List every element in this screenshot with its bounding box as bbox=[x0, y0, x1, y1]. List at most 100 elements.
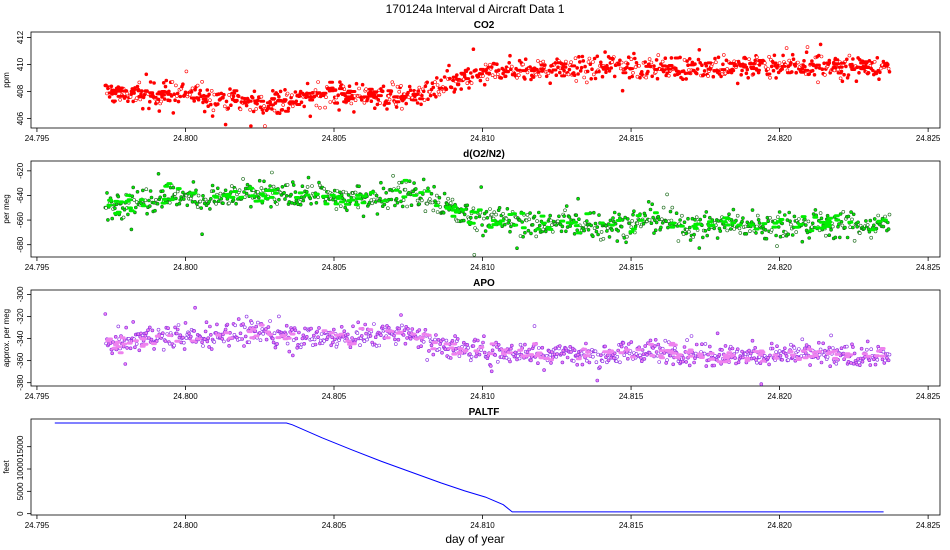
co2-data-point bbox=[294, 99, 299, 104]
o2n2-data-cluster bbox=[401, 195, 408, 199]
co2-data-point bbox=[181, 82, 185, 86]
co2-data-point bbox=[260, 108, 265, 112]
o2n2-data-point bbox=[684, 231, 689, 236]
co2-data-point bbox=[293, 90, 298, 94]
apo-data-cluster bbox=[487, 352, 494, 356]
apo-y-tick-label: -360 bbox=[16, 352, 25, 369]
o2n2-data-cluster bbox=[876, 219, 883, 223]
o2n2-data-cluster bbox=[368, 191, 375, 194]
paltf-x-tick-label: 24.815 bbox=[619, 521, 644, 530]
o2n2-data-point bbox=[195, 202, 199, 206]
o2n2-data-point bbox=[885, 220, 890, 225]
o2n2-data-point bbox=[654, 220, 659, 225]
o2n2-data-point bbox=[850, 217, 854, 222]
apo-data-point bbox=[800, 337, 805, 342]
co2-data-cluster bbox=[780, 64, 787, 68]
o2n2-data-point bbox=[156, 172, 161, 176]
o2n2-data-cluster bbox=[118, 200, 125, 204]
apo-data-cluster bbox=[726, 351, 733, 355]
co2-data-cluster bbox=[799, 70, 806, 74]
apo-data-point bbox=[266, 325, 271, 329]
apo-data-point bbox=[720, 348, 724, 352]
o2n2-data-point bbox=[216, 199, 221, 203]
paltf-plot-frame bbox=[30, 418, 941, 516]
co2-data-cluster bbox=[148, 91, 155, 95]
o2n2-data-point bbox=[409, 203, 414, 207]
o2n2-y-tick-label: -680 bbox=[16, 236, 25, 253]
co2-data-point bbox=[427, 90, 432, 94]
co2-data-point bbox=[334, 95, 339, 100]
o2n2-data-cluster bbox=[511, 212, 517, 216]
apo-data-point bbox=[362, 339, 367, 344]
apo-data-point bbox=[176, 323, 181, 327]
o2n2-data-point bbox=[374, 193, 379, 198]
o2n2-data-cluster bbox=[264, 189, 271, 192]
apo-data-point bbox=[851, 345, 855, 349]
co2-data-point bbox=[516, 73, 521, 77]
o2n2-data-cluster bbox=[212, 194, 218, 198]
apo-data-point bbox=[133, 345, 137, 350]
o2n2-x-tick-label: 24.820 bbox=[767, 263, 792, 272]
apo-data-cluster bbox=[812, 354, 819, 357]
o2n2-data-point bbox=[437, 195, 442, 200]
o2n2-data-point bbox=[589, 223, 594, 228]
o2n2-data-point bbox=[245, 182, 250, 187]
o2n2-data-point bbox=[504, 217, 509, 221]
apo-data-cluster bbox=[227, 336, 234, 340]
co2-data-point bbox=[766, 67, 771, 71]
o2n2-data-point bbox=[688, 238, 693, 242]
apo-data-point bbox=[401, 333, 406, 337]
apo-data-cluster bbox=[111, 346, 118, 350]
apo-x-tick-label: 24.820 bbox=[767, 392, 792, 401]
apo-data-point bbox=[400, 323, 404, 328]
apo-data-cluster bbox=[517, 348, 524, 352]
co2-data-cluster bbox=[833, 58, 840, 62]
co2-data-point bbox=[467, 86, 471, 90]
o2n2-data-point bbox=[465, 203, 470, 208]
o2n2-data-point bbox=[148, 204, 152, 208]
o2n2-data-point bbox=[632, 209, 636, 213]
o2n2-data-point bbox=[353, 190, 358, 195]
o2n2-data-cluster bbox=[487, 225, 494, 229]
o2n2-data-point bbox=[389, 197, 394, 202]
apo-data-point bbox=[825, 355, 830, 359]
o2n2-data-point bbox=[242, 190, 246, 194]
co2-data-point bbox=[747, 57, 751, 62]
o2n2-data-point bbox=[833, 235, 838, 240]
o2n2-data-point bbox=[472, 253, 477, 257]
o2n2-data-point bbox=[386, 206, 390, 210]
o2n2-data-cluster bbox=[615, 219, 622, 222]
co2-data-cluster bbox=[451, 75, 458, 79]
apo-data-point bbox=[700, 342, 704, 347]
o2n2-data-point bbox=[275, 202, 279, 206]
co2-data-cluster bbox=[837, 65, 844, 69]
co2-data-cluster bbox=[560, 74, 567, 78]
co2-data-cluster bbox=[339, 92, 346, 96]
o2n2-data-cluster bbox=[402, 178, 409, 182]
apo-data-point bbox=[629, 340, 634, 344]
co2-data-point bbox=[793, 64, 798, 68]
o2n2-data-point bbox=[436, 200, 441, 205]
apo-data-point bbox=[181, 335, 185, 340]
o2n2-data-point bbox=[872, 217, 877, 221]
apo-data-point bbox=[735, 347, 740, 352]
co2-data-point bbox=[432, 92, 436, 97]
co2-data-point bbox=[399, 84, 403, 88]
co2-data-point bbox=[417, 85, 422, 90]
apo-data-point bbox=[377, 343, 382, 348]
co2-data-cluster bbox=[321, 91, 328, 95]
co2-data-cluster bbox=[850, 68, 857, 71]
o2n2-data-point bbox=[283, 197, 287, 201]
paltf-x-tick-label: 24.800 bbox=[173, 521, 198, 530]
co2-x-tick-label: 24.805 bbox=[322, 134, 347, 143]
apo-data-point bbox=[668, 353, 673, 358]
co2-data-point bbox=[290, 93, 294, 97]
o2n2-data-point bbox=[407, 179, 412, 183]
o2n2-data-point bbox=[818, 211, 823, 215]
co2-data-point bbox=[695, 67, 700, 71]
apo-data-point bbox=[256, 320, 260, 325]
o2n2-y-tick-label: -640 bbox=[16, 187, 25, 204]
o2n2-data-point bbox=[420, 198, 424, 203]
co2-data-point bbox=[588, 62, 593, 66]
apo-data-point bbox=[431, 352, 436, 357]
